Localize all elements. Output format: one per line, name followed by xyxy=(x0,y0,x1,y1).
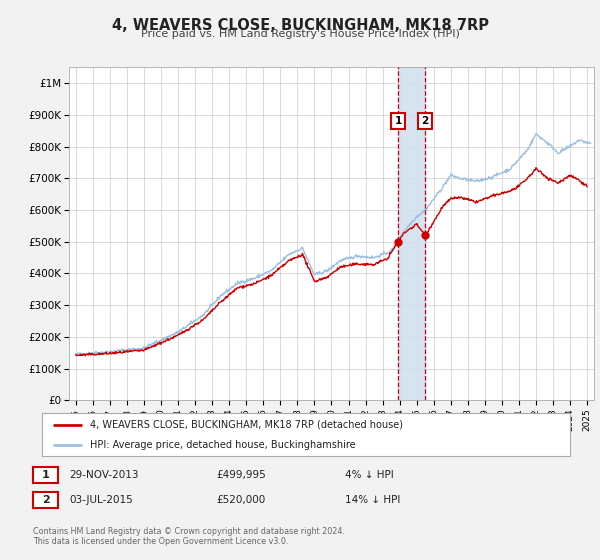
Bar xyxy=(398,67,425,400)
Text: This data is licensed under the Open Government Licence v3.0.: This data is licensed under the Open Gov… xyxy=(33,537,289,546)
Text: Price paid vs. HM Land Registry's House Price Index (HPI): Price paid vs. HM Land Registry's House … xyxy=(140,29,460,39)
Text: 4, WEAVERS CLOSE, BUCKINGHAM, MK18 7RP: 4, WEAVERS CLOSE, BUCKINGHAM, MK18 7RP xyxy=(112,18,488,33)
Text: 1: 1 xyxy=(42,470,49,480)
Text: £499,995: £499,995 xyxy=(216,470,266,480)
Text: 2: 2 xyxy=(42,495,49,505)
Text: £520,000: £520,000 xyxy=(216,495,265,505)
Text: HPI: Average price, detached house, Buckinghamshire: HPI: Average price, detached house, Buck… xyxy=(89,441,355,450)
Text: Contains HM Land Registry data © Crown copyright and database right 2024.: Contains HM Land Registry data © Crown c… xyxy=(33,528,345,536)
Text: 2: 2 xyxy=(422,116,429,126)
Text: 29-NOV-2013: 29-NOV-2013 xyxy=(69,470,139,480)
Text: 03-JUL-2015: 03-JUL-2015 xyxy=(69,495,133,505)
Text: 1: 1 xyxy=(395,116,402,126)
Text: 14% ↓ HPI: 14% ↓ HPI xyxy=(345,495,400,505)
Text: 4, WEAVERS CLOSE, BUCKINGHAM, MK18 7RP (detached house): 4, WEAVERS CLOSE, BUCKINGHAM, MK18 7RP (… xyxy=(89,419,403,430)
Text: 4% ↓ HPI: 4% ↓ HPI xyxy=(345,470,394,480)
